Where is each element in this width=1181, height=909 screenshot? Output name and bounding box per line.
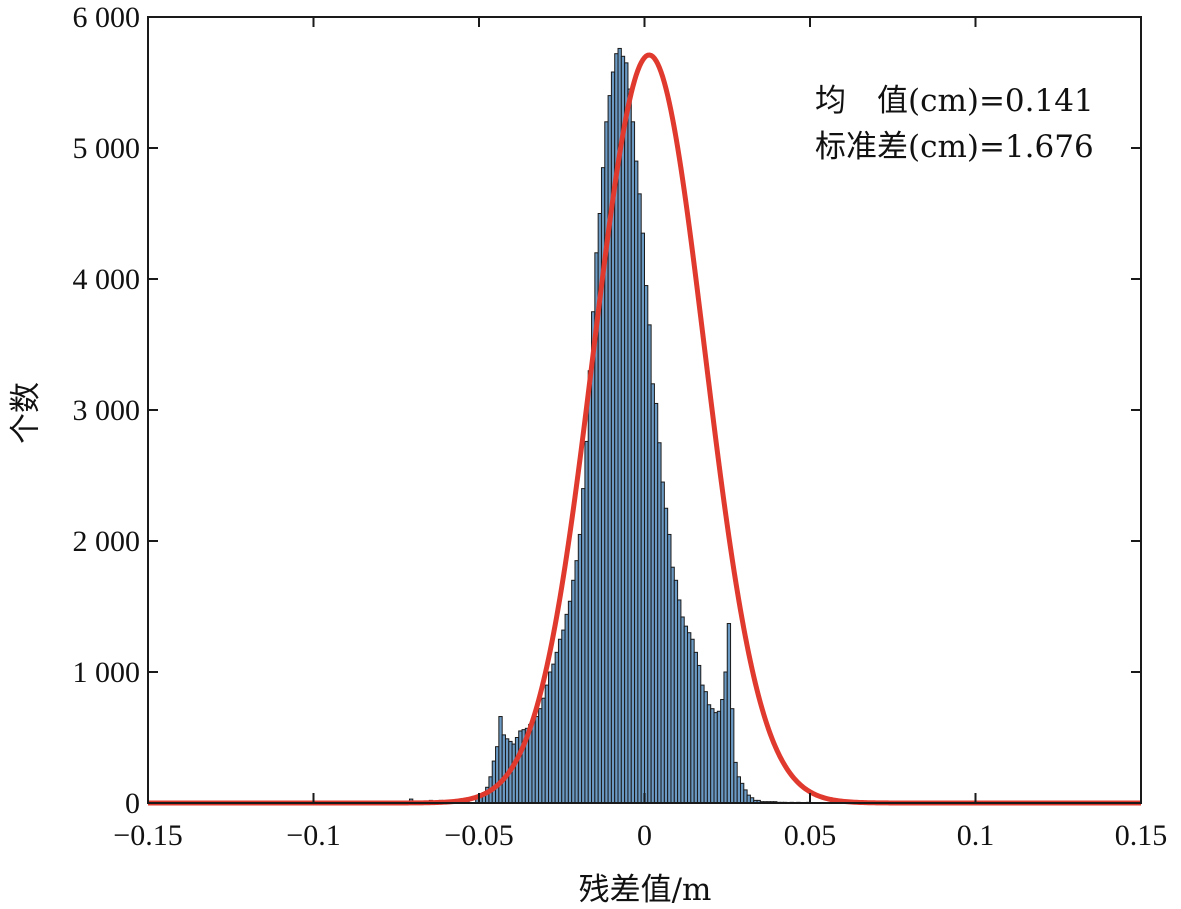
x-tick-label: 0 [637, 819, 652, 852]
x-tick-label: −0.15 [113, 819, 182, 852]
x-tick-label: 0.15 [1115, 819, 1168, 852]
axis-ticks [147, 16, 1142, 804]
y-tick-label: 3 000 [73, 394, 141, 427]
x-axis-title: 残差值/m [579, 872, 712, 908]
y-tick-label: 2 000 [73, 525, 141, 558]
x-tick-label: −0.05 [444, 819, 513, 852]
histogram-bars [408, 47, 811, 804]
x-tick-label: 0.05 [784, 819, 837, 852]
y-tick-label: 6 000 [73, 1, 141, 34]
y-tick-label: 4 000 [73, 263, 141, 296]
y-axis-title: 个数 [8, 382, 44, 444]
y-tick-label: 5 000 [73, 132, 141, 165]
x-tick-label: −0.1 [286, 819, 340, 852]
y-tick-label: 0 [125, 787, 140, 820]
std-annotation: 标准差(cm)=1.676 [815, 129, 1094, 165]
y-tick-label: 1 000 [73, 656, 141, 689]
mean-annotation: 均 值(cm)=0.141 [815, 83, 1094, 119]
axis-tick-labels: −0.15 −0.1 −0.05 0 0.05 0.1 0.15 0 1 000 2 000 3 0… [73, 1, 1168, 852]
x-tick-label: 0.1 [957, 819, 995, 852]
